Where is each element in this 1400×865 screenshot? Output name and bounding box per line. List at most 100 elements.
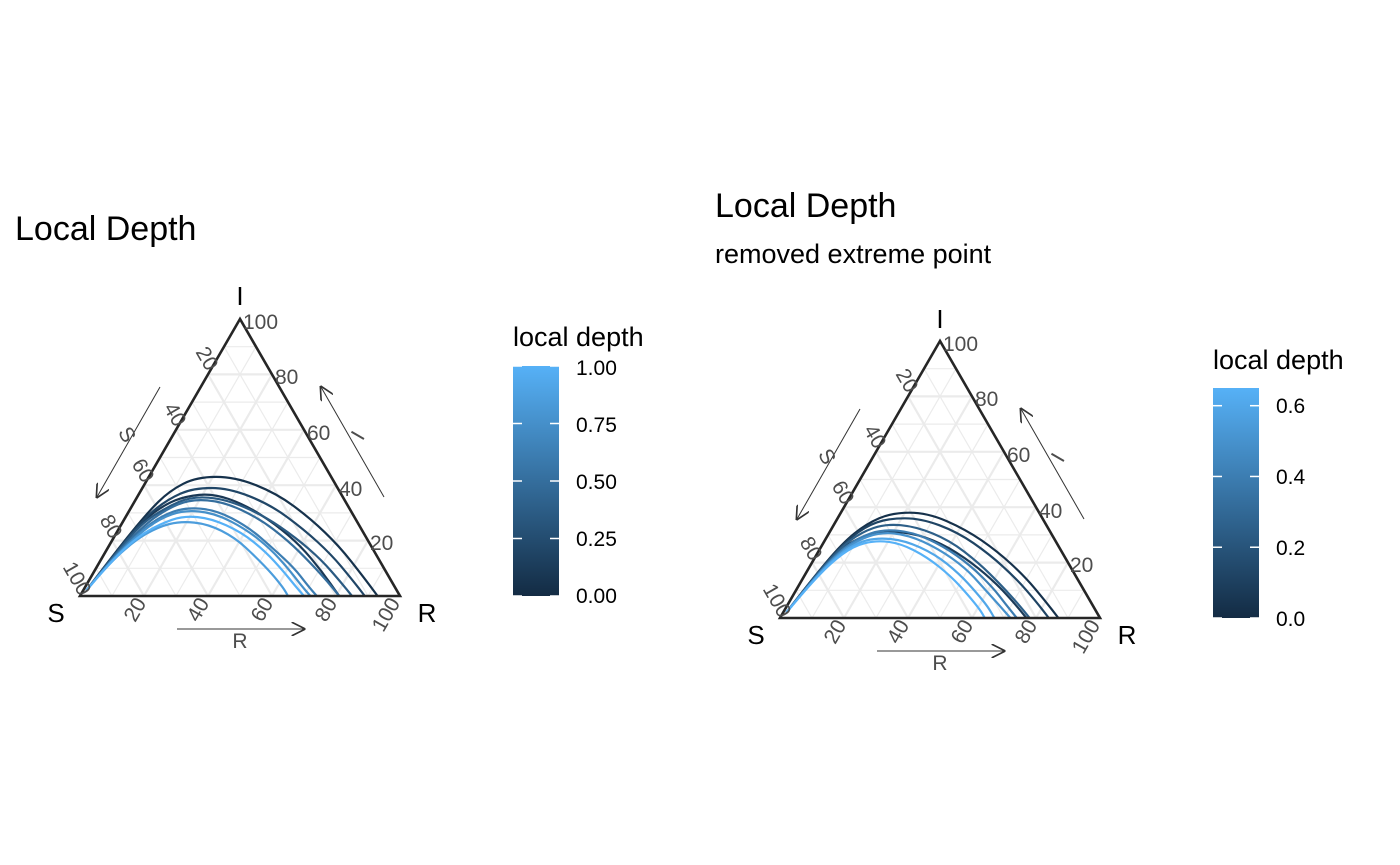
data-curves bbox=[785, 511, 1060, 619]
s-tick-20: 20 bbox=[891, 365, 923, 397]
r-tick-60: 60 bbox=[947, 616, 979, 648]
gridline-r bbox=[811, 368, 957, 619]
depth-curve bbox=[785, 523, 1031, 619]
gridline-r bbox=[875, 423, 989, 619]
r-tick-20: 20 bbox=[820, 616, 852, 648]
legend-tick-3: 0.75 bbox=[576, 414, 617, 437]
i-tick-60: 60 bbox=[1007, 444, 1030, 467]
ternary-frame bbox=[777, 338, 1103, 620]
vertex-label-left: S bbox=[747, 620, 764, 650]
s-tick-60: 60 bbox=[127, 455, 159, 487]
triangle-border bbox=[77, 316, 403, 598]
legend-tick-2: 0.50 bbox=[576, 471, 617, 494]
i-tick-40: 40 bbox=[1039, 500, 1062, 523]
gridline-s bbox=[859, 479, 941, 619]
legend-tick-0: 0.0 bbox=[1276, 608, 1305, 631]
gridline-r bbox=[111, 346, 257, 597]
gridline-s bbox=[159, 457, 241, 597]
gridline-r bbox=[367, 567, 385, 597]
i-axis-ticks: 20 40 60 80 100 bbox=[243, 311, 393, 555]
colorbar-legend: local depth 0.00 0.25 0.50 0.75 1.00 bbox=[513, 322, 644, 608]
legend-tick-0: 0.00 bbox=[576, 585, 617, 608]
gridline-s bbox=[795, 589, 813, 619]
gridline-s bbox=[95, 567, 113, 597]
r-axis-label: R bbox=[932, 652, 947, 675]
legend-title: local depth bbox=[513, 322, 644, 352]
r-tick-80: 80 bbox=[1011, 616, 1043, 648]
i-axis-label: I bbox=[347, 427, 370, 444]
r-axis-label: R bbox=[232, 630, 247, 653]
vertex-label-right: R bbox=[1118, 620, 1137, 650]
vertex-label-top: I bbox=[936, 304, 943, 334]
r-tick-100: 100 bbox=[368, 594, 405, 636]
s-tick-80: 80 bbox=[795, 533, 827, 565]
i-tick-100: 100 bbox=[243, 311, 278, 334]
i-axis-arrow bbox=[1021, 409, 1085, 520]
gridline-s bbox=[143, 484, 209, 597]
s-tick-60: 60 bbox=[827, 477, 859, 509]
gridline-r bbox=[303, 512, 353, 597]
s-axis-label: S bbox=[113, 423, 140, 447]
i-axis-ticks: 20 40 60 80 100 bbox=[943, 333, 1093, 577]
gridline-s bbox=[827, 534, 877, 619]
s-axis-label: S bbox=[813, 445, 840, 469]
s-axis-ticks: 20 40 60 80 100 bbox=[58, 343, 223, 600]
legend-title: local depth bbox=[1213, 345, 1344, 375]
gridline-s bbox=[191, 401, 305, 597]
depth-curve bbox=[85, 515, 305, 597]
panel-local-depth-removed: Local Depth removed extreme point I S R … bbox=[715, 187, 1344, 675]
colorbar-legend: local depth 0.0 0.2 0.4 0.6 bbox=[1213, 345, 1344, 631]
s-tick-40: 40 bbox=[859, 421, 891, 453]
i-axis-arrow bbox=[321, 387, 385, 498]
panel-local-depth: Local Depth I S R 20 40 60 80 100 20 40 … bbox=[15, 210, 644, 653]
i-tick-40: 40 bbox=[339, 478, 362, 501]
s-axis-arrow bbox=[797, 408, 861, 519]
gridline-r bbox=[335, 540, 369, 597]
r-tick-100: 100 bbox=[1068, 616, 1105, 658]
ternary-grid bbox=[795, 368, 1085, 619]
vertex-label-right: R bbox=[418, 598, 437, 628]
i-tick-20: 20 bbox=[1070, 554, 1093, 577]
depth-curve bbox=[85, 496, 353, 597]
chart-title: Local Depth bbox=[715, 187, 896, 225]
depth-curve bbox=[785, 540, 986, 619]
s-axis-arrow bbox=[97, 386, 161, 497]
i-tick-60: 60 bbox=[307, 422, 330, 445]
i-tick-20: 20 bbox=[370, 532, 393, 555]
legend-ticks: 0.0 0.2 0.4 0.6 bbox=[1213, 395, 1306, 631]
i-tick-100: 100 bbox=[943, 333, 978, 356]
vertex-label-left: S bbox=[47, 598, 64, 628]
legend-tick-1: 0.25 bbox=[576, 528, 617, 551]
s-tick-20: 20 bbox=[191, 343, 223, 375]
legend-tick-2: 0.4 bbox=[1276, 466, 1306, 489]
chart-title: Local Depth bbox=[15, 210, 196, 248]
i-tick-80: 80 bbox=[975, 388, 998, 411]
s-tick-100: 100 bbox=[58, 558, 95, 600]
r-tick-60: 60 bbox=[247, 594, 279, 626]
legend-tick-1: 0.2 bbox=[1276, 537, 1305, 560]
s-tick-80: 80 bbox=[95, 511, 127, 543]
depth-curve bbox=[85, 486, 366, 597]
i-axis-label: I bbox=[1047, 449, 1070, 466]
vertex-label-top: I bbox=[236, 281, 243, 311]
depth-curve bbox=[85, 499, 341, 597]
data-curves bbox=[85, 475, 379, 597]
legend-tick-3: 0.6 bbox=[1276, 395, 1305, 418]
depth-curve bbox=[85, 510, 312, 597]
legend-ticks: 0.00 0.25 0.50 0.75 1.00 bbox=[513, 357, 617, 608]
legend-tick-4: 1.00 bbox=[576, 357, 617, 380]
depth-curve bbox=[85, 475, 379, 597]
gridline-r bbox=[1003, 534, 1053, 619]
colorbar bbox=[1213, 388, 1259, 618]
gridline-s bbox=[223, 346, 369, 597]
r-tick-20: 20 bbox=[120, 594, 152, 626]
chart-subtitle: removed extreme point bbox=[715, 239, 992, 269]
s-tick-100: 100 bbox=[758, 580, 795, 622]
gridline-r bbox=[1067, 589, 1085, 619]
ternary-grid bbox=[95, 346, 385, 597]
gridline-s bbox=[843, 506, 909, 619]
r-tick-80: 80 bbox=[311, 594, 343, 626]
i-tick-80: 80 bbox=[275, 366, 298, 389]
r-tick-40: 40 bbox=[883, 616, 915, 648]
